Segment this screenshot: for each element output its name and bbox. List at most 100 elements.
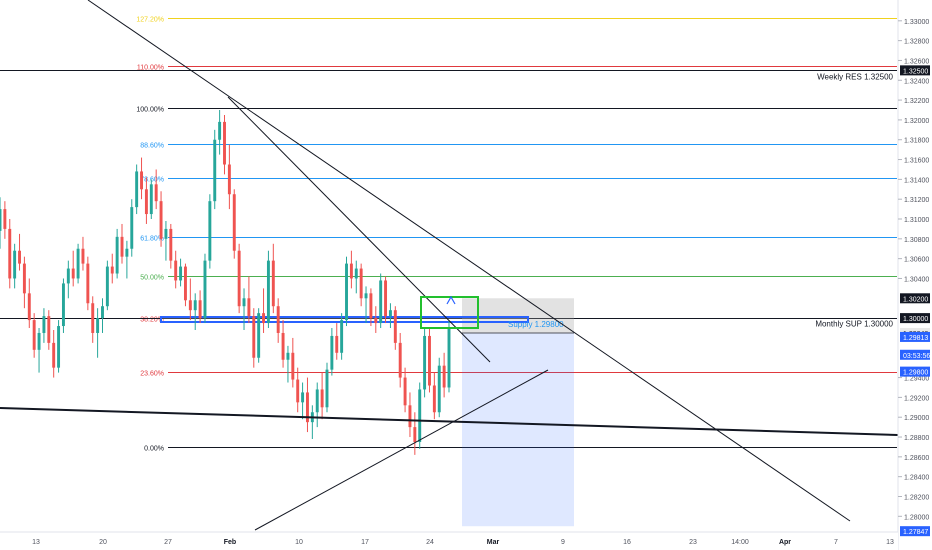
candle-body bbox=[423, 335, 427, 390]
time-tick-label: 7 bbox=[834, 539, 838, 546]
price-tick-label: 1.32800 bbox=[904, 39, 929, 46]
candle-body bbox=[315, 389, 319, 413]
price-badge-label: 1.29800 bbox=[903, 370, 928, 377]
candle-body bbox=[286, 352, 290, 360]
price-tick-label: 1.32600 bbox=[904, 58, 929, 65]
fib-level-label: 38.20% bbox=[140, 317, 164, 324]
candle-body bbox=[223, 121, 226, 165]
candle-body bbox=[276, 306, 280, 333]
price-tick-label: 1.30800 bbox=[904, 237, 929, 244]
price-tick-label: 1.31000 bbox=[904, 217, 929, 224]
candle-body bbox=[203, 260, 207, 319]
candle-body bbox=[76, 248, 80, 279]
price-tick-label: 1.29400 bbox=[904, 376, 929, 383]
time-axis[interactable]: 13 20 27 Feb 10 17 24 Mar 9 16 23 14:00 Apr 7 13 bbox=[0, 531, 898, 550]
time-tick-label: 27 bbox=[164, 539, 172, 546]
candle-body bbox=[37, 332, 41, 350]
price-tick-label: 1.31400 bbox=[904, 177, 929, 184]
price-tick-label: 1.30600 bbox=[904, 257, 929, 264]
candle-body bbox=[66, 268, 70, 284]
candle-body bbox=[232, 194, 236, 251]
candle-body bbox=[213, 139, 217, 202]
trendline[interactable] bbox=[254, 369, 549, 531]
candle-body bbox=[374, 318, 378, 324]
candle-body bbox=[306, 392, 309, 423]
candle-body bbox=[174, 260, 178, 281]
time-tick-label: 13 bbox=[886, 539, 894, 546]
candle-body bbox=[349, 263, 353, 279]
price-tick-label: 1.30400 bbox=[904, 276, 929, 283]
time-tick-label: Feb bbox=[224, 539, 236, 546]
candle-body bbox=[154, 184, 158, 202]
candle-body bbox=[242, 298, 246, 307]
price-tick-label: 1.28800 bbox=[904, 435, 929, 442]
candle-body bbox=[388, 310, 392, 317]
candle-body bbox=[125, 248, 129, 257]
trendlines bbox=[0, 0, 932, 531]
price-tick-label: 1.29000 bbox=[904, 415, 929, 422]
fib-level-label: 100.00% bbox=[136, 107, 164, 114]
candle-body bbox=[354, 268, 358, 279]
time-tick-label: 24 bbox=[426, 539, 434, 546]
fib-level-label: 50.00% bbox=[140, 275, 164, 282]
candle-body bbox=[27, 293, 31, 321]
candle-body bbox=[330, 335, 334, 370]
price-axis-bg bbox=[898, 0, 932, 550]
time-tick-label: 14:00 bbox=[731, 539, 749, 546]
candle-body bbox=[237, 250, 241, 307]
candle-body bbox=[227, 164, 231, 195]
candle-body bbox=[364, 293, 368, 299]
price-tick-label: 1.31600 bbox=[904, 158, 929, 165]
candle-body bbox=[413, 427, 417, 442]
fib-level-label: 78.60% bbox=[140, 177, 164, 184]
candle-body bbox=[110, 266, 114, 274]
candle-body bbox=[379, 280, 383, 324]
candle-body bbox=[296, 379, 300, 403]
trendline[interactable] bbox=[227, 96, 491, 363]
time-tick-label: 17 bbox=[361, 539, 369, 546]
candles bbox=[0, 110, 451, 455]
highlight-box bbox=[420, 296, 479, 329]
time-tick-label: 23 bbox=[689, 539, 697, 546]
time-tick-label: 16 bbox=[623, 539, 631, 546]
candle-body bbox=[22, 263, 26, 294]
candle-body bbox=[384, 280, 388, 317]
price-badge-label: 1.30000 bbox=[903, 316, 928, 323]
candle-body bbox=[149, 184, 153, 215]
candle-body bbox=[179, 266, 183, 281]
time-tick-label: 13 bbox=[32, 539, 40, 546]
price-badge-label: 1.30200 bbox=[903, 296, 928, 303]
candle-body bbox=[257, 313, 261, 358]
fib-level-label: 127.20% bbox=[136, 17, 164, 24]
candle-body bbox=[301, 392, 305, 403]
candle-body bbox=[325, 369, 329, 408]
candle-body bbox=[135, 171, 139, 208]
up-arrow-icon bbox=[446, 295, 456, 305]
trendline[interactable] bbox=[0, 407, 932, 437]
trendline[interactable] bbox=[87, 0, 851, 522]
candle-body bbox=[105, 266, 109, 307]
candle-body bbox=[291, 352, 295, 380]
candle-body bbox=[159, 201, 163, 239]
price-axis[interactable]: 1.33000 1.32800 1.32600 1.32400 1.32200 1.320… bbox=[897, 0, 932, 550]
price-badge bbox=[900, 349, 930, 360]
candle-body bbox=[47, 316, 51, 343]
fib-level-label: 23.60% bbox=[140, 371, 164, 378]
candle-body bbox=[96, 318, 100, 333]
fib-level-label: 110.00% bbox=[137, 65, 164, 72]
candle-body bbox=[208, 201, 212, 261]
candle-body bbox=[42, 316, 46, 333]
candle-body bbox=[432, 385, 436, 413]
risk-zone bbox=[462, 298, 574, 333]
candle-body bbox=[393, 310, 397, 343]
candle-body bbox=[266, 260, 270, 324]
candle-body bbox=[57, 326, 61, 368]
time-tick-label: 10 bbox=[295, 539, 303, 546]
candle-body bbox=[428, 335, 431, 386]
candle-body bbox=[447, 328, 451, 388]
candle-body bbox=[252, 316, 256, 358]
candle-body bbox=[193, 300, 197, 311]
fib-level-label: 0.00% bbox=[144, 446, 164, 453]
time-tick-label: Mar bbox=[487, 539, 500, 546]
